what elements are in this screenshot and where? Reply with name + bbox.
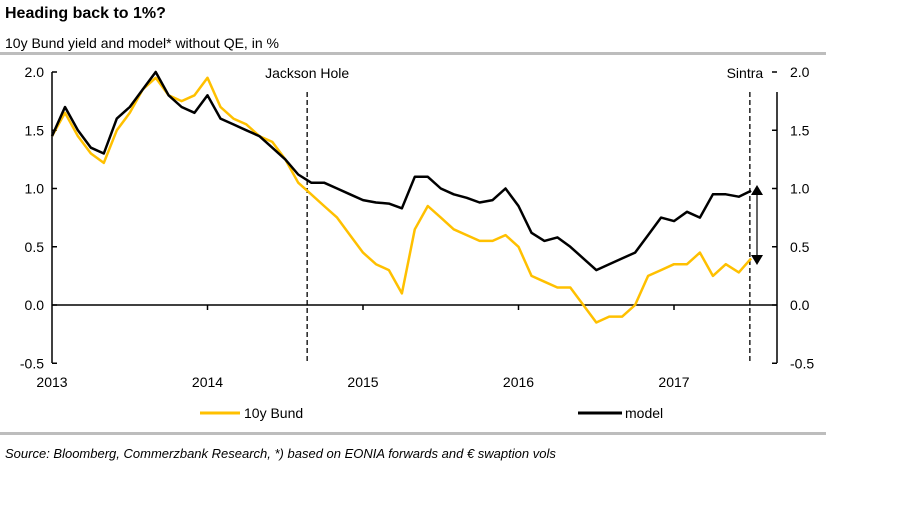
- arrow-up-icon: [751, 185, 763, 195]
- source-note: Source: Bloomberg, Commerzbank Research,…: [5, 446, 556, 461]
- y-tick-label-left: 2.0: [25, 64, 45, 80]
- x-tick-label: 2016: [503, 374, 534, 390]
- y-tick-label-left: 1.0: [25, 181, 45, 197]
- x-tick-label: 2014: [192, 374, 223, 390]
- y-tick-label-right: 0.5: [790, 239, 810, 255]
- y-tick-label-right: 1.5: [790, 122, 810, 138]
- y-tick-label-left: 1.5: [25, 122, 45, 138]
- legend-label-model: model: [625, 405, 663, 421]
- y-tick-label-right: 2.0: [790, 64, 810, 80]
- y-tick-label-left: 0.5: [25, 239, 45, 255]
- arrow-down-icon: [751, 255, 763, 265]
- y-tick-label-right: -0.5: [790, 355, 814, 371]
- x-tick-label: 2017: [658, 374, 689, 390]
- y-tick-label-right: 1.0: [790, 181, 810, 197]
- event-label: Jackson Hole: [265, 65, 349, 81]
- chart-subtitle: 10y Bund yield and model* without QE, in…: [5, 35, 279, 51]
- series-line-bund: [50, 76, 753, 324]
- x-tick-label: 2015: [347, 374, 378, 390]
- y-tick-label-left: -0.5: [20, 355, 44, 371]
- chart-title: Heading back to 1%?: [5, 5, 166, 22]
- bottom-rule: [0, 432, 826, 435]
- series-line-model: [50, 70, 752, 272]
- y-tick-label-right: 0.0: [790, 297, 810, 313]
- y-tick-label-left: 0.0: [25, 297, 45, 313]
- x-tick-label: 2013: [36, 374, 67, 390]
- event-label: Sintra: [727, 65, 764, 81]
- top-rule: [0, 52, 826, 55]
- legend-label-bund: 10y Bund: [244, 405, 303, 421]
